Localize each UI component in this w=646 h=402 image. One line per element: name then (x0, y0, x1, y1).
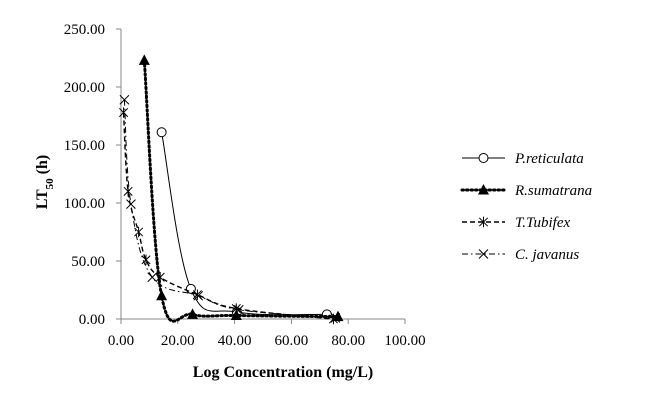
legend-item-r-sumatrana: R.sumatrana (460, 183, 592, 199)
series-line-r-sumatrana (142, 58, 340, 323)
series-c-javanus (119, 94, 341, 323)
data-point (330, 312, 341, 323)
x-tick-label: 100.00 (384, 333, 425, 349)
series-line-t-tubifex (122, 112, 334, 320)
legend-marker (478, 216, 489, 228)
y-axis-title: LT50 (h) (34, 155, 56, 209)
y-tick-label: 0.00 (79, 312, 105, 328)
legend-marker (478, 153, 489, 163)
y-tick-label: 50.00 (71, 254, 105, 270)
data-point (123, 186, 133, 197)
legend-marker (478, 184, 489, 195)
series-t-tubifex (119, 107, 338, 325)
x-axis-title: Log Concentration (mg/L) (193, 364, 373, 381)
data-point (138, 54, 150, 65)
data-point (126, 199, 136, 210)
ticks: 0.00 50.00 100.00 150.00 200.00 250.00 0.00 20.… (64, 22, 426, 349)
x-tick-label: 60.00 (275, 333, 309, 349)
legend-item-c-javanus: C. javanus (462, 247, 579, 263)
data-point (134, 226, 144, 238)
legend-item-p-reticulata: P.reticulata (462, 151, 584, 167)
data-point (187, 308, 199, 319)
data-point (155, 272, 165, 283)
series-layer (119, 54, 344, 325)
y-axis-title-suffix: (h) (34, 155, 51, 179)
series-line-c-javanus (123, 99, 336, 319)
legend-label: T.Tubifex (515, 215, 570, 231)
y-tick-label: 150.00 (64, 138, 105, 154)
legend: P.reticulata R.sumatrana T.Tubifex C. javan… (460, 151, 592, 263)
y-tick-label: 200.00 (64, 80, 105, 96)
data-point (230, 309, 242, 321)
legend-label: P.reticulata (514, 151, 584, 167)
y-tick-label: 100.00 (64, 196, 105, 212)
axes (120, 29, 405, 320)
x-tick-label: 80.00 (331, 333, 365, 349)
legend-label: C. javanus (515, 247, 579, 263)
x-tick-label: 0.00 (108, 333, 134, 349)
data-point (234, 304, 244, 315)
data-point (119, 94, 130, 105)
data-point (141, 254, 151, 266)
data-point (156, 289, 168, 301)
y-axis-title-main: LT (34, 189, 51, 209)
series-p-reticulata (156, 127, 332, 320)
x-tick-label: 20.00 (161, 333, 195, 349)
legend-item-t-tubifex: T.Tubifex (462, 215, 570, 231)
data-point (147, 272, 158, 283)
x-tick-label: 40.00 (218, 333, 252, 349)
data-point (119, 107, 129, 118)
legend-marker (478, 249, 489, 259)
y-axis-title-subscript: 50 (44, 178, 56, 190)
legend-label: R.sumatrana (514, 183, 592, 199)
y-tick-label: 250.00 (64, 22, 105, 38)
data-point (156, 127, 167, 138)
data-point (193, 290, 204, 301)
